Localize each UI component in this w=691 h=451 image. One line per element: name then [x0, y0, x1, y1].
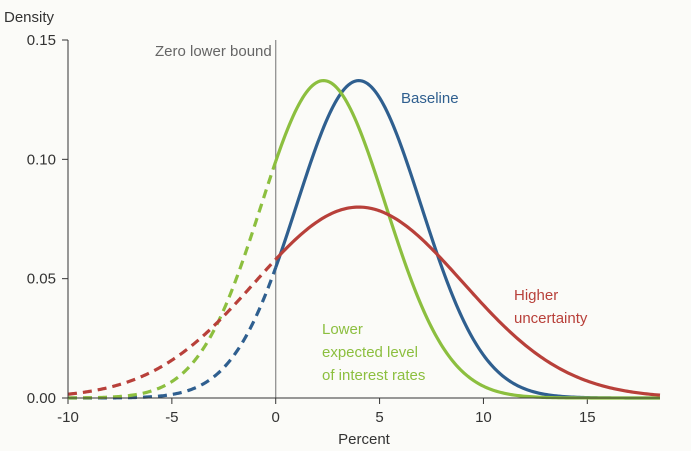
x-tick-label: 15	[579, 409, 596, 426]
x-tick-label: 10	[475, 409, 492, 426]
series-higher-uncertainty-dashed	[67, 258, 277, 396]
y-tick-label: 0.15	[27, 32, 56, 49]
series-lower-expected-level-of-interest-rates-dashed	[67, 160, 278, 400]
x-tick-label: 0	[272, 409, 280, 426]
x-tick-label: -5	[165, 409, 178, 426]
x-axis-title: Percent	[338, 431, 391, 448]
higher-uncertainty-label-line-2: uncertainty	[514, 310, 588, 327]
series-baseline-dashed	[68, 266, 278, 400]
x-tick-label: -10	[57, 409, 79, 426]
y-tick-label: 0.00	[27, 390, 56, 407]
lower-expected-label-line-2: expected level	[322, 344, 418, 361]
baseline-label: Baseline	[401, 90, 459, 107]
x-tick-label: 5	[375, 409, 383, 426]
y-tick-label: 0.05	[27, 271, 56, 288]
y-tick-label: 0.10	[27, 151, 56, 168]
series-higher-uncertainty-solid	[274, 205, 661, 397]
y-axis: 0.00 0.05 0.10 0.15	[27, 32, 68, 407]
zero-lower-bound-label: Zero lower bound	[155, 43, 272, 60]
lower-expected-label-line-1: Lower	[322, 321, 363, 338]
y-axis-title: Density	[4, 9, 55, 26]
x-axis: -10 -5 0 5 10 15	[57, 398, 596, 426]
higher-uncertainty-label-line-1: Higher	[514, 287, 558, 304]
lower-expected-label-line-3: of interest rates	[322, 367, 425, 384]
